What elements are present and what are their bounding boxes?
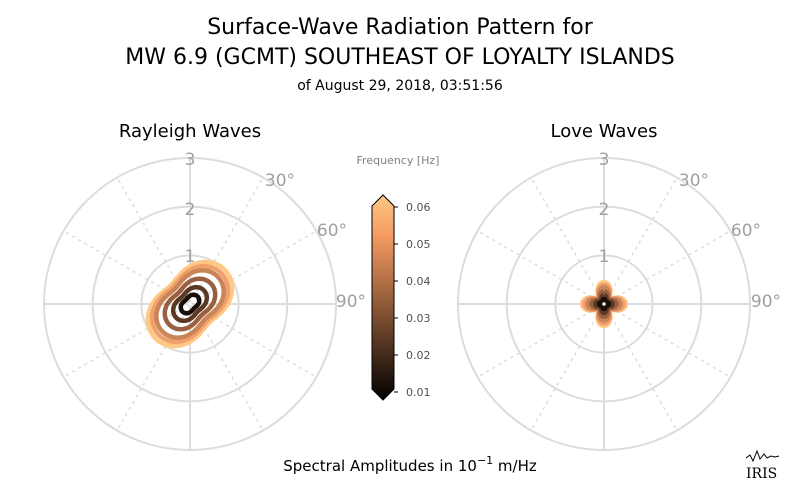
polar-grid-spoke-60	[603, 230, 731, 305]
love-axis-labels: 1 2 3 30° 60° 90°	[599, 150, 781, 312]
love-radial-tick-1: 1	[599, 247, 610, 267]
curve-freq-0.06	[145, 259, 235, 349]
rayleigh-waves-panel: Rayleigh Waves 1 2 3 30° 60° 90°	[43, 121, 366, 451]
rayleigh-radial-tick-2: 2	[185, 200, 196, 220]
footer-exponent: −1	[477, 454, 493, 467]
polar-grid-spoke-120	[189, 303, 317, 378]
curve-freq-0.01	[178, 292, 202, 316]
rayleigh-angle-tick-30: 30°	[265, 171, 295, 191]
love-radial-tick-2: 2	[599, 200, 610, 220]
love-polar-grid	[457, 157, 751, 451]
rayleigh-angle-tick-90: 90°	[336, 292, 366, 312]
polar-grid-spoke-300	[477, 230, 605, 305]
rayleigh-angle-tick-60: 60°	[317, 221, 347, 241]
colorbar-bar	[371, 194, 395, 401]
colorbar-tick-0: 0.06	[406, 201, 431, 214]
colorbar-title: Frequency [Hz]	[357, 154, 440, 167]
polar-grid-spoke-240	[63, 303, 191, 378]
logo-text: IRIS	[746, 466, 777, 482]
rayleigh-panel-title: Rayleigh Waves	[119, 121, 261, 142]
curve-freq-0.03	[162, 276, 218, 332]
figure-subtitle: of August 29, 2018, 03:51:56	[297, 78, 503, 94]
rayleigh-axis-labels: 1 2 3 30° 60° 90°	[185, 150, 366, 312]
iris-logo: IRIS	[745, 449, 780, 482]
seismogram-icon	[745, 449, 780, 463]
colorbar-tick-3: 0.03	[406, 312, 431, 325]
rayleigh-radial-tick-3: 3	[185, 150, 196, 170]
love-angle-tick-30: 30°	[679, 171, 709, 191]
love-radial-tick-3: 3	[599, 150, 610, 170]
love-angle-tick-90: 90°	[751, 292, 781, 312]
love-panel-title: Love Waves	[551, 121, 658, 142]
polar-grid-spoke-30	[603, 177, 678, 305]
love-curves	[579, 279, 629, 329]
footer-suffix: m/Hz	[493, 457, 537, 475]
center-marker	[602, 302, 606, 306]
curve-freq-0.05	[149, 263, 231, 345]
curve-freq-0.04	[154, 268, 226, 340]
polar-grid-spoke-300	[63, 230, 191, 305]
frequency-colorbar: Frequency [Hz] 0.06 0.05 0.04 0.03 0.02 …	[357, 154, 440, 401]
colorbar-tick-4: 0.02	[406, 349, 431, 362]
polar-grid-spoke-210	[116, 303, 191, 431]
rayleigh-radial-tick-1: 1	[185, 247, 196, 267]
curve-freq-0.01	[596, 296, 612, 312]
polar-grid-spoke-210	[530, 303, 605, 431]
polar-grid-spoke-120	[603, 303, 731, 378]
love-angle-tick-60: 60°	[731, 221, 761, 241]
curve-freq-0.02	[170, 284, 210, 324]
polar-grid-spoke-60	[189, 230, 317, 305]
polar-grid-spoke-240	[477, 303, 605, 378]
polar-grid-spoke-150	[603, 303, 678, 431]
footer-units: Spectral Amplitudes in 10−1 m/Hz	[283, 454, 537, 475]
polar-grid-spoke-30	[189, 177, 264, 305]
polar-grid-spoke-150	[189, 303, 264, 431]
colorbar-ticks: 0.06 0.05 0.04 0.03 0.02 0.01	[406, 201, 431, 399]
polar-grid-spoke-330	[116, 177, 191, 305]
love-waves-panel: Love Waves 1 2 3 30° 60° 90°	[457, 121, 781, 451]
polar-grid-spoke-330	[530, 177, 605, 305]
center-marker	[188, 302, 192, 306]
rayleigh-curves	[145, 259, 235, 349]
colorbar-tick-1: 0.05	[406, 238, 431, 251]
figure-title-line2: MW 6.9 (GCMT) SOUTHEAST OF LOYALTY ISLAN…	[125, 45, 674, 70]
footer-prefix: Spectral Amplitudes in 10	[283, 457, 477, 475]
figure-title-line1: Surface-Wave Radiation Pattern for	[207, 15, 594, 40]
colorbar-tick-2: 0.04	[406, 275, 431, 288]
colorbar-tick-marks	[394, 206, 398, 393]
colorbar-tick-5: 0.01	[406, 386, 431, 399]
